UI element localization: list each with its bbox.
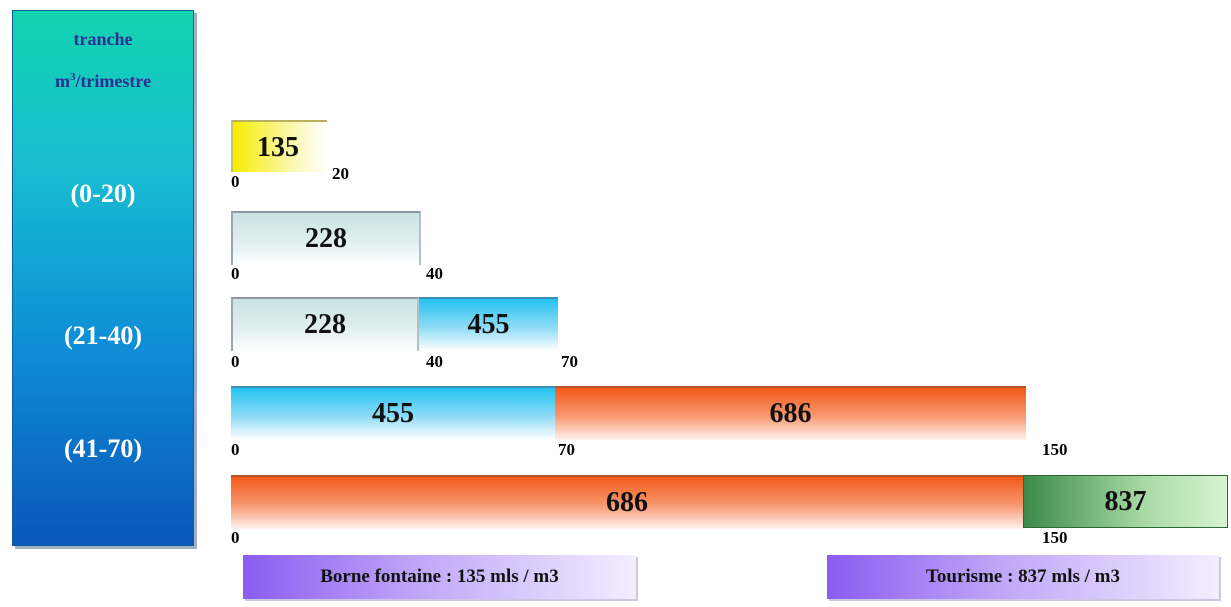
range-label-21-40: (21-40) bbox=[64, 321, 142, 350]
legend-borne-fontaine: Borne fontaine : 135 mls / m3 bbox=[243, 555, 636, 599]
unit-exponent: 3 bbox=[69, 71, 76, 83]
tick-label: 0 bbox=[231, 440, 240, 459]
bar-segment-686: 686 bbox=[231, 475, 1023, 529]
bar-segment-228: 228 bbox=[231, 211, 421, 265]
tick-label: 40 bbox=[426, 264, 443, 283]
tick-label: 0 bbox=[231, 264, 240, 283]
tranche-unit: m3/trimestre bbox=[13, 71, 193, 92]
tick-label: 0 bbox=[231, 528, 240, 547]
tick-label: 150 bbox=[1042, 440, 1068, 459]
bar-segment-455: 455 bbox=[231, 386, 555, 440]
range-label-0-20: (0-20) bbox=[70, 179, 136, 208]
tick-label: 40 bbox=[426, 352, 443, 371]
tick-label: 70 bbox=[561, 352, 578, 371]
tick-label: 20 bbox=[332, 164, 349, 183]
bar-segment-455: 455 bbox=[419, 297, 558, 351]
unit-base: m bbox=[54, 71, 70, 91]
tick-label: 150 bbox=[1042, 528, 1068, 547]
tick-label: 0 bbox=[231, 172, 240, 191]
bar-segment-228: 228 bbox=[231, 297, 419, 351]
range-label-41-70: (41-70) bbox=[64, 434, 142, 463]
tranche-title: tranche bbox=[73, 29, 133, 49]
legend-tourisme: Tourisme : 837 mls / m3 bbox=[827, 555, 1219, 599]
tick-label: 0 bbox=[231, 352, 240, 371]
bar-segment-686: 686 bbox=[555, 386, 1026, 440]
bar-segment-837: 837 bbox=[1023, 475, 1228, 528]
tranche-panel: tranche m3/trimestre (0-20) (21-40) (41-… bbox=[12, 10, 194, 546]
bar-segment-135: 135 bbox=[231, 120, 327, 172]
unit-rest: /trimestre bbox=[75, 71, 152, 91]
tick-label: 70 bbox=[558, 440, 575, 459]
